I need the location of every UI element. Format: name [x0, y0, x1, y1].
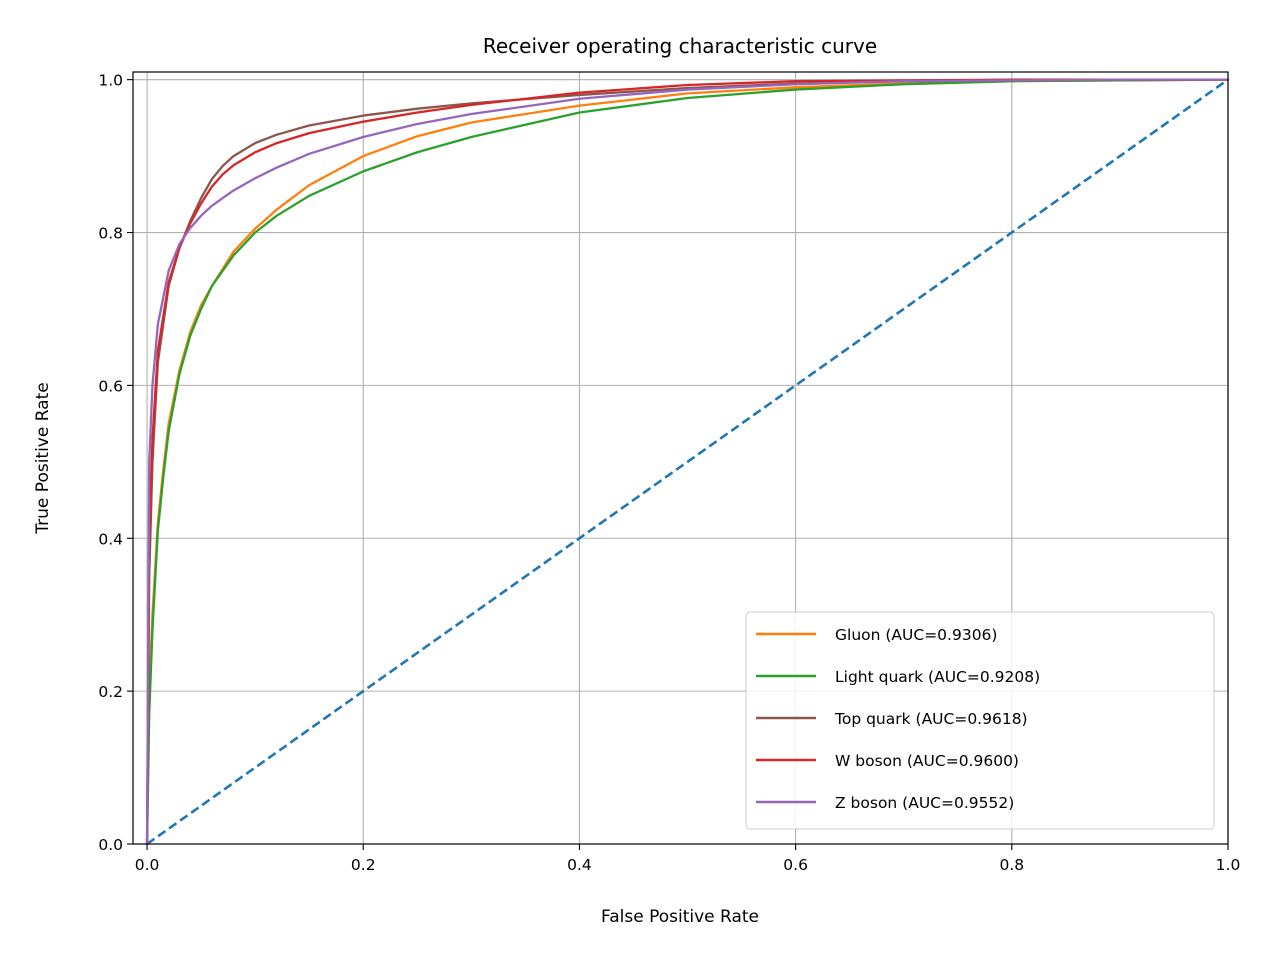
chance-diagonal-line — [146, 78, 1229, 846]
x-tick-label: 0.8 — [999, 856, 1024, 874]
reference-line-layer — [146, 78, 1229, 846]
y-tick-label: 1.0 — [98, 72, 123, 90]
series-line-z-boson — [145, 78, 1230, 846]
legend-label-z-boson: Z boson (AUC=0.9552) — [835, 794, 1014, 812]
plot-frame — [132, 71, 1229, 845]
legend-label-w-boson: W boson (AUC=0.9600) — [835, 752, 1019, 770]
series-line-w-boson — [145, 78, 1230, 846]
x-tick-label: 1.0 — [1216, 856, 1241, 874]
x-tick-label: 0.2 — [351, 856, 376, 874]
y-tick-label: 0.4 — [98, 530, 123, 548]
x-tick-label: 0.6 — [783, 856, 808, 874]
legend-label-light-quark: Light quark (AUC=0.9208) — [835, 668, 1040, 686]
y-axis-label: True Positive Rate — [33, 382, 53, 534]
legend-label-top-quark: Top quark (AUC=0.9618) — [834, 710, 1028, 728]
legend-box — [745, 611, 1215, 830]
y-tick-label: 0.0 — [98, 836, 123, 854]
x-tick-label: 0.0 — [135, 856, 160, 874]
y-tick-label: 0.8 — [98, 225, 123, 243]
legend: Gluon (AUC=0.9306) Light quark (AUC=0.920… — [745, 611, 1215, 830]
legend-label-gluon: Gluon (AUC=0.9306) — [835, 626, 997, 644]
y-tick-label: 0.2 — [98, 683, 123, 701]
x-axis-label: False Positive Rate — [601, 907, 759, 927]
x-axis: 0.0 0.2 0.4 0.6 0.8 1.0 — [135, 844, 1241, 874]
y-tick-label: 0.6 — [98, 377, 123, 395]
y-axis: 0.0 0.2 0.4 0.6 0.8 1.0 — [98, 72, 133, 854]
x-tick-label: 0.4 — [567, 856, 592, 874]
series-layer — [145, 78, 1230, 846]
chart-title: Receiver operating characteristic curve — [483, 34, 877, 58]
series-line-light-quark — [145, 78, 1230, 846]
